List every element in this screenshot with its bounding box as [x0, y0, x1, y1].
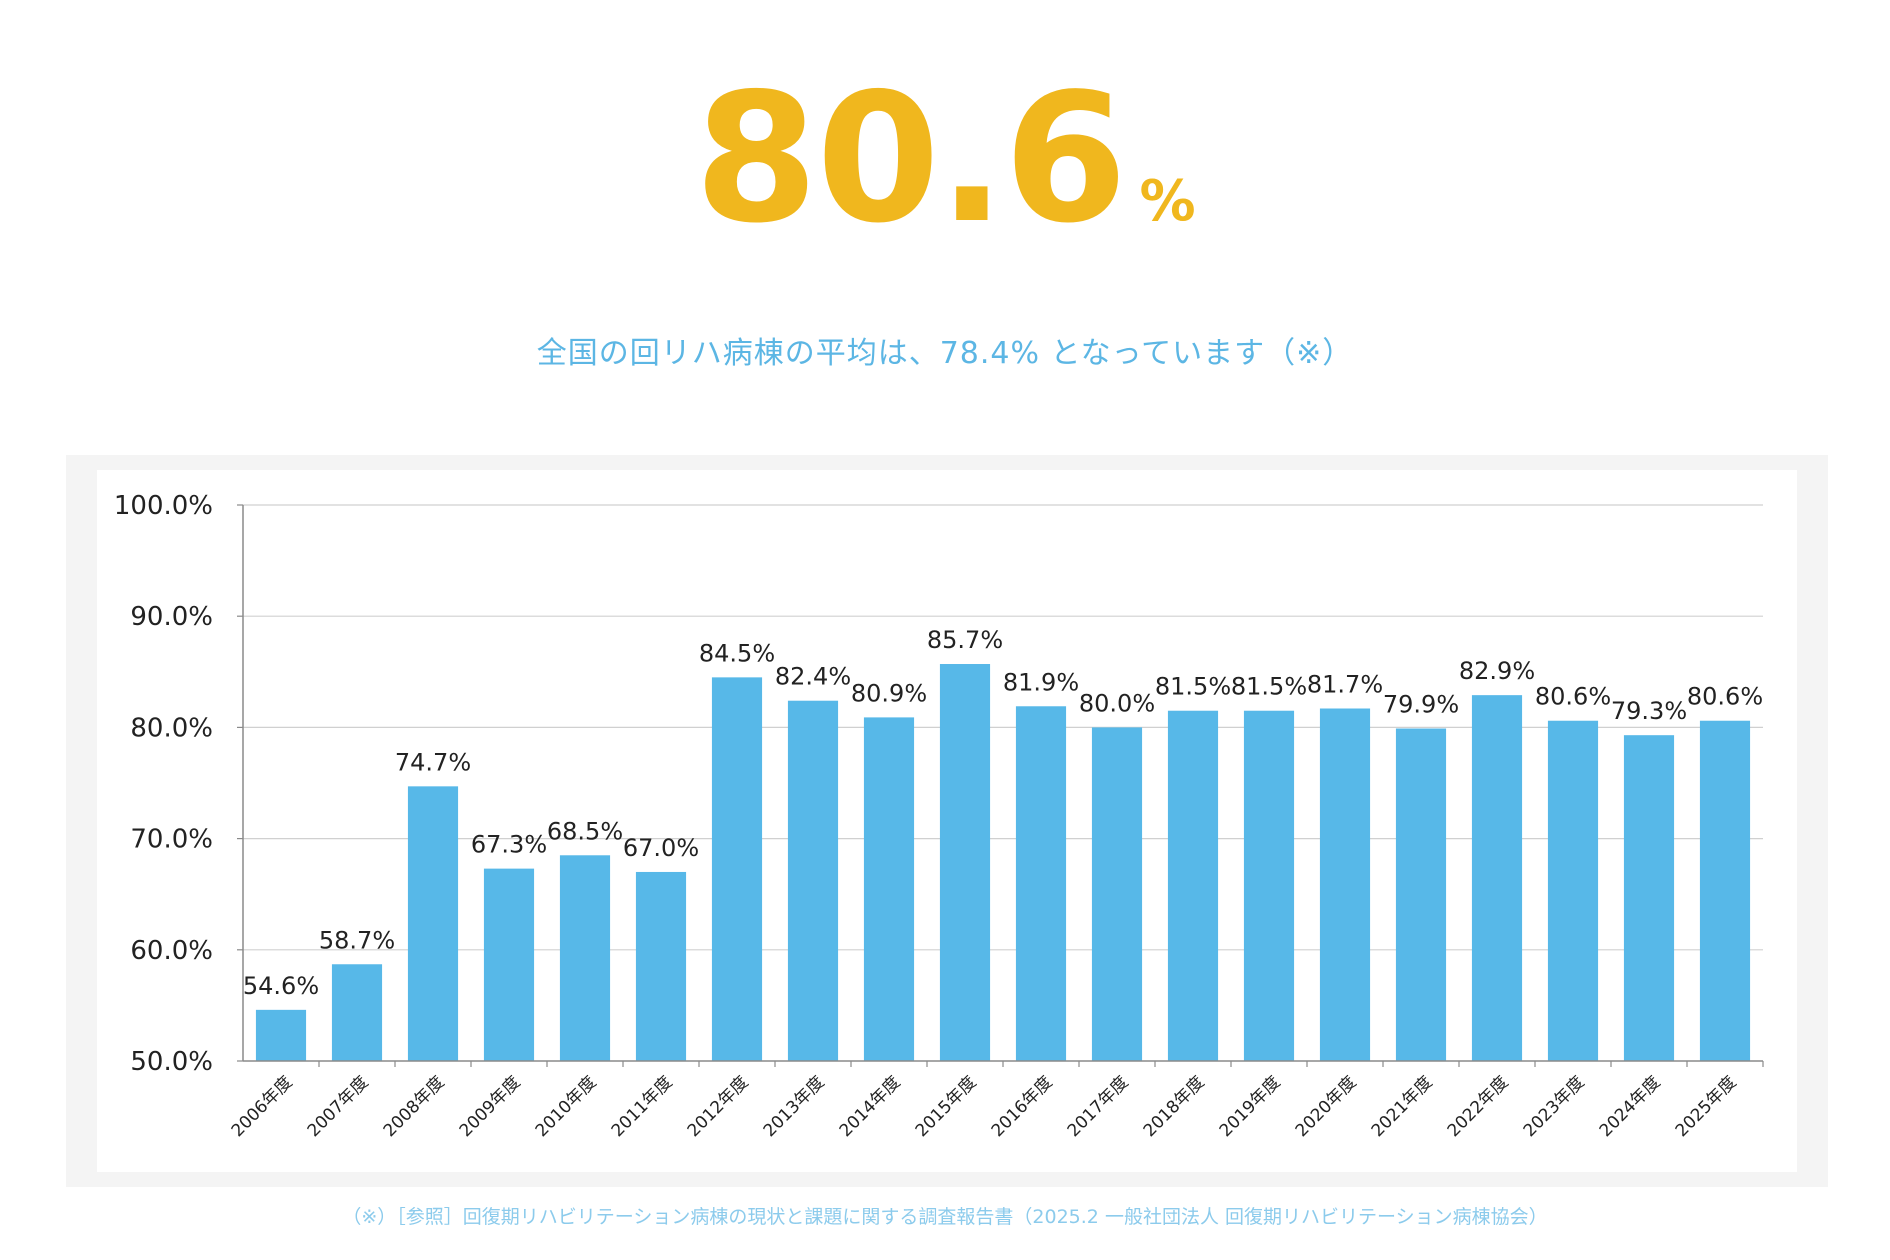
- bar: [1471, 695, 1523, 1061]
- bar-value-label: 80.9%: [851, 679, 927, 707]
- headline-number: 80.6: [694, 55, 1127, 262]
- bar-value-label: 79.3%: [1611, 697, 1687, 725]
- bar-chart: 100.0% 90.0% 80.0% 70.0% 60.0% 50.0% 54.6%58.…: [114, 491, 1764, 1141]
- bar: [1167, 710, 1219, 1061]
- chart-frame: 100.0% 90.0% 80.0% 70.0% 60.0% 50.0% 54.6% 58.…: [66, 455, 1828, 1187]
- bar: [1623, 735, 1675, 1061]
- bar-value-label: 81.5%: [1231, 673, 1307, 701]
- x-tick-label: 2021年度: [1368, 1072, 1437, 1141]
- bar: [1091, 727, 1143, 1061]
- x-tick-label: 2010年度: [532, 1072, 601, 1141]
- y-tick-label: 60.0%: [130, 936, 213, 966]
- bar: [939, 664, 991, 1061]
- y-tick-labels: 100.0% 90.0% 80.0% 70.0% 60.0% 50.0%: [114, 491, 213, 1077]
- bar-value-label: 79.9%: [1383, 691, 1459, 719]
- x-tick-label: 2015年度: [912, 1072, 981, 1141]
- bar: [483, 868, 535, 1061]
- bar-value-label: 74.7%: [395, 748, 471, 776]
- x-tick-label: 2019年度: [1216, 1072, 1285, 1141]
- x-tick-label: 2008年度: [380, 1072, 449, 1141]
- bar: [1395, 728, 1447, 1061]
- bar: [559, 855, 611, 1061]
- bar-value-label: 54.6%: [243, 972, 319, 1000]
- x-tick-label: 2013年度: [760, 1072, 829, 1141]
- bar: [635, 871, 687, 1061]
- bar: [1243, 710, 1295, 1061]
- bar: [787, 700, 839, 1061]
- y-tick-label: 100.0%: [114, 491, 213, 521]
- bar: [1547, 720, 1599, 1061]
- bars: [255, 664, 1751, 1061]
- bar: [1699, 720, 1751, 1061]
- y-tick-label: 50.0%: [130, 1047, 213, 1077]
- bar-value-label: 67.0%: [623, 834, 699, 862]
- value-labels: 54.6%58.7% 74.7% 67.3% 68.5%67.0% 84.5%82.4%…: [243, 626, 1763, 1000]
- gridlines: [243, 504, 1763, 951]
- bar-value-label: 81.7%: [1307, 670, 1383, 698]
- bar-value-label: 82.4%: [775, 663, 851, 691]
- headline-unit: %: [1139, 169, 1196, 234]
- x-tick-label: 2022年度: [1444, 1072, 1513, 1141]
- x-tick-label: 2009年度: [456, 1072, 525, 1141]
- bar-value-label: 84.5%: [699, 639, 775, 667]
- chart-panel: 100.0% 90.0% 80.0% 70.0% 60.0% 50.0% 54.6% 58.…: [97, 470, 1797, 1172]
- bar-value-label: 81.5%: [1155, 673, 1231, 701]
- x-tick-label: 2020年度: [1292, 1072, 1361, 1141]
- bar-value-label: 58.7%: [319, 926, 395, 954]
- bar-value-label: 81.9%: [1003, 668, 1079, 696]
- bar: [711, 677, 763, 1061]
- bar-value-label: 82.9%: [1459, 657, 1535, 685]
- bar-value-label: 85.7%: [927, 626, 1003, 654]
- headline-value: 80.6%: [0, 70, 1890, 248]
- source-footnote: （※）［参照］回復期リハビリテーション病棟の現状と課題に関する調査報告書（202…: [342, 1206, 1548, 1228]
- bar: [331, 964, 383, 1061]
- y-tick-label: 80.0%: [130, 713, 213, 743]
- y-tick-label: 90.0%: [130, 602, 213, 632]
- x-tick-label: 2011年度: [608, 1072, 677, 1141]
- bar-value-label: 80.0%: [1079, 689, 1155, 717]
- x-tick-label: 2018年度: [1140, 1072, 1209, 1141]
- bar-value-label: 80.6%: [1535, 683, 1611, 711]
- bar-value-label: 80.6%: [1687, 683, 1763, 711]
- bar: [1015, 706, 1067, 1061]
- x-tick-label: 2017年度: [1064, 1072, 1133, 1141]
- bar-value-label: 67.3%: [471, 831, 547, 859]
- x-tick-label: 2023年度: [1520, 1072, 1589, 1141]
- x-tick-label: 2014年度: [836, 1072, 905, 1141]
- bar-value-label: 68.5%: [547, 817, 623, 845]
- x-tick-label: 2025年度: [1672, 1072, 1741, 1141]
- bar: [863, 717, 915, 1061]
- bar: [255, 1009, 307, 1061]
- x-tick-label: 2012年度: [684, 1072, 753, 1141]
- bar: [1319, 708, 1371, 1061]
- national-average-note: 全国の回リハ病棟の平均は、78.4% となっています（※）: [536, 336, 1354, 371]
- axes: [237, 504, 1764, 1067]
- x-tick-label: 2006年度: [228, 1072, 297, 1141]
- x-tick-label: 2024年度: [1596, 1072, 1665, 1141]
- bar: [407, 786, 459, 1061]
- x-tick-label: 2007年度: [304, 1072, 373, 1141]
- x-tick-label: 2016年度: [988, 1072, 1057, 1141]
- x-tick-labels: 2006年度 2007年度 2008年度 2009年度 2010年度 2011年度 2012…: [228, 1072, 1741, 1141]
- y-tick-label: 70.0%: [130, 825, 213, 855]
